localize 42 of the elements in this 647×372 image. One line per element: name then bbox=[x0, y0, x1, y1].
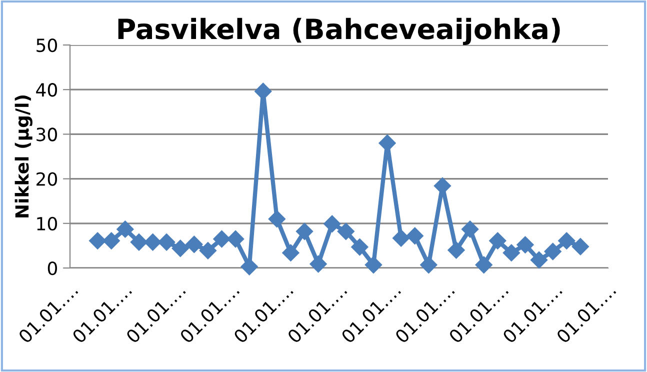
point bbox=[406, 227, 424, 244]
point bbox=[462, 220, 479, 238]
point bbox=[448, 242, 465, 259]
point bbox=[254, 82, 272, 100]
point bbox=[130, 234, 148, 251]
point bbox=[158, 234, 176, 251]
point bbox=[351, 238, 368, 256]
point bbox=[102, 232, 120, 250]
point bbox=[116, 220, 134, 238]
point bbox=[364, 256, 382, 274]
point bbox=[558, 232, 576, 250]
point bbox=[186, 236, 203, 253]
y-tick-label: 50 bbox=[36, 38, 57, 52]
point bbox=[337, 222, 354, 240]
y-tick-label: 20 bbox=[36, 172, 57, 186]
point bbox=[310, 255, 327, 273]
point bbox=[199, 242, 216, 260]
point bbox=[420, 256, 438, 274]
point bbox=[144, 234, 162, 251]
point bbox=[392, 230, 410, 247]
point bbox=[282, 244, 300, 262]
point bbox=[530, 251, 548, 269]
y-axis-title: Nikkel (µg/l) bbox=[14, 96, 32, 218]
chart-title: Pasvikelva (Bahceveaijohka) bbox=[118, 18, 560, 45]
point bbox=[240, 258, 258, 276]
y-tick-label: 0 bbox=[48, 261, 57, 276]
y-tick-label: 40 bbox=[36, 83, 57, 97]
point bbox=[544, 242, 562, 260]
y-tick-label: 10 bbox=[37, 216, 57, 231]
point bbox=[572, 238, 589, 256]
point bbox=[172, 240, 189, 257]
point bbox=[324, 215, 341, 232]
point bbox=[502, 244, 520, 262]
point bbox=[296, 222, 314, 240]
y-tick-label: 30 bbox=[36, 128, 57, 142]
point bbox=[268, 210, 286, 228]
point bbox=[213, 230, 230, 248]
point bbox=[89, 232, 106, 250]
point bbox=[475, 256, 492, 274]
point bbox=[226, 230, 244, 248]
point bbox=[516, 236, 534, 254]
point bbox=[489, 232, 506, 250]
